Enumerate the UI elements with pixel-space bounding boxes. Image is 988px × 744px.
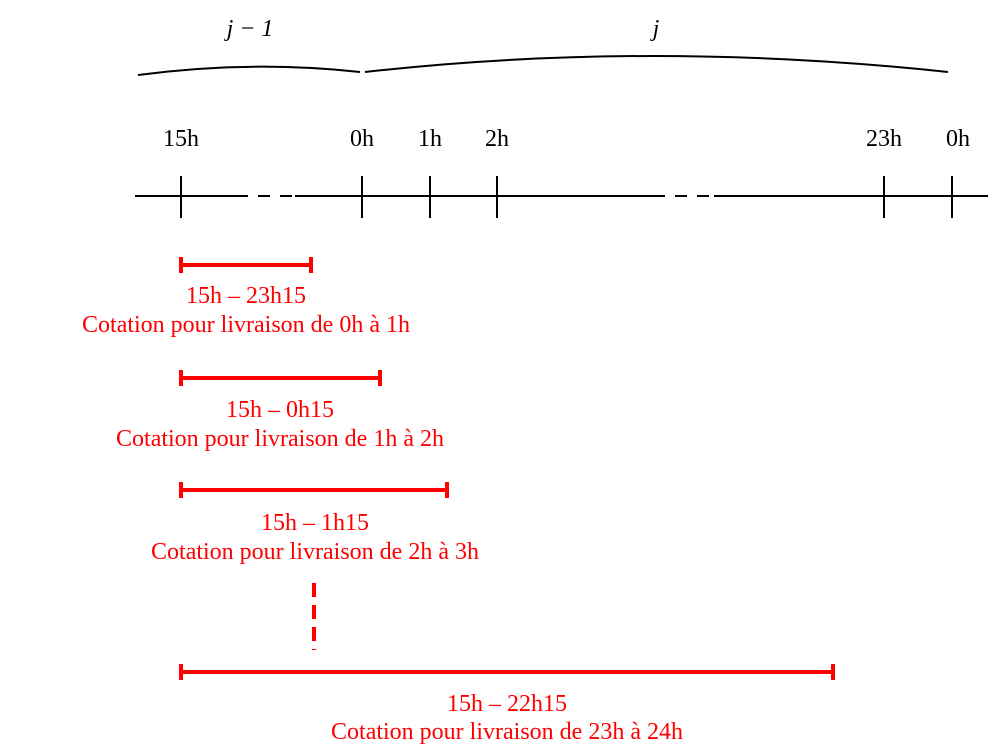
interval-range: 15h – 1h15 xyxy=(261,510,369,536)
interval-range: 15h – 22h15 xyxy=(447,691,567,717)
interval-caption: Cotation pour livraison de 1h à 2h xyxy=(116,426,444,452)
tick-label: 15h xyxy=(163,126,199,152)
period-label: j xyxy=(650,16,660,42)
tick-label: 0h xyxy=(350,126,374,152)
tick-label: 0h xyxy=(946,126,970,152)
period-label: j − 1 xyxy=(224,16,274,42)
interval-bar xyxy=(179,482,449,498)
timeline xyxy=(135,176,988,218)
interval-range: 15h – 23h15 xyxy=(186,283,306,309)
interval-caption: Cotation pour livraison de 0h à 1h xyxy=(82,312,410,338)
brace xyxy=(137,65,361,76)
tick-label: 2h xyxy=(485,126,509,152)
interval-bar xyxy=(179,664,835,680)
interval-bar xyxy=(179,257,313,273)
interval-caption: Cotation pour livraison de 23h à 24h xyxy=(331,719,683,744)
interval-range: 15h – 0h15 xyxy=(226,397,334,423)
interval-caption: Cotation pour livraison de 2h à 3h xyxy=(151,539,479,565)
tick-label: 23h xyxy=(866,126,902,152)
interval-bar xyxy=(179,370,382,386)
tick-label: 1h xyxy=(418,126,442,152)
brace xyxy=(364,55,949,73)
